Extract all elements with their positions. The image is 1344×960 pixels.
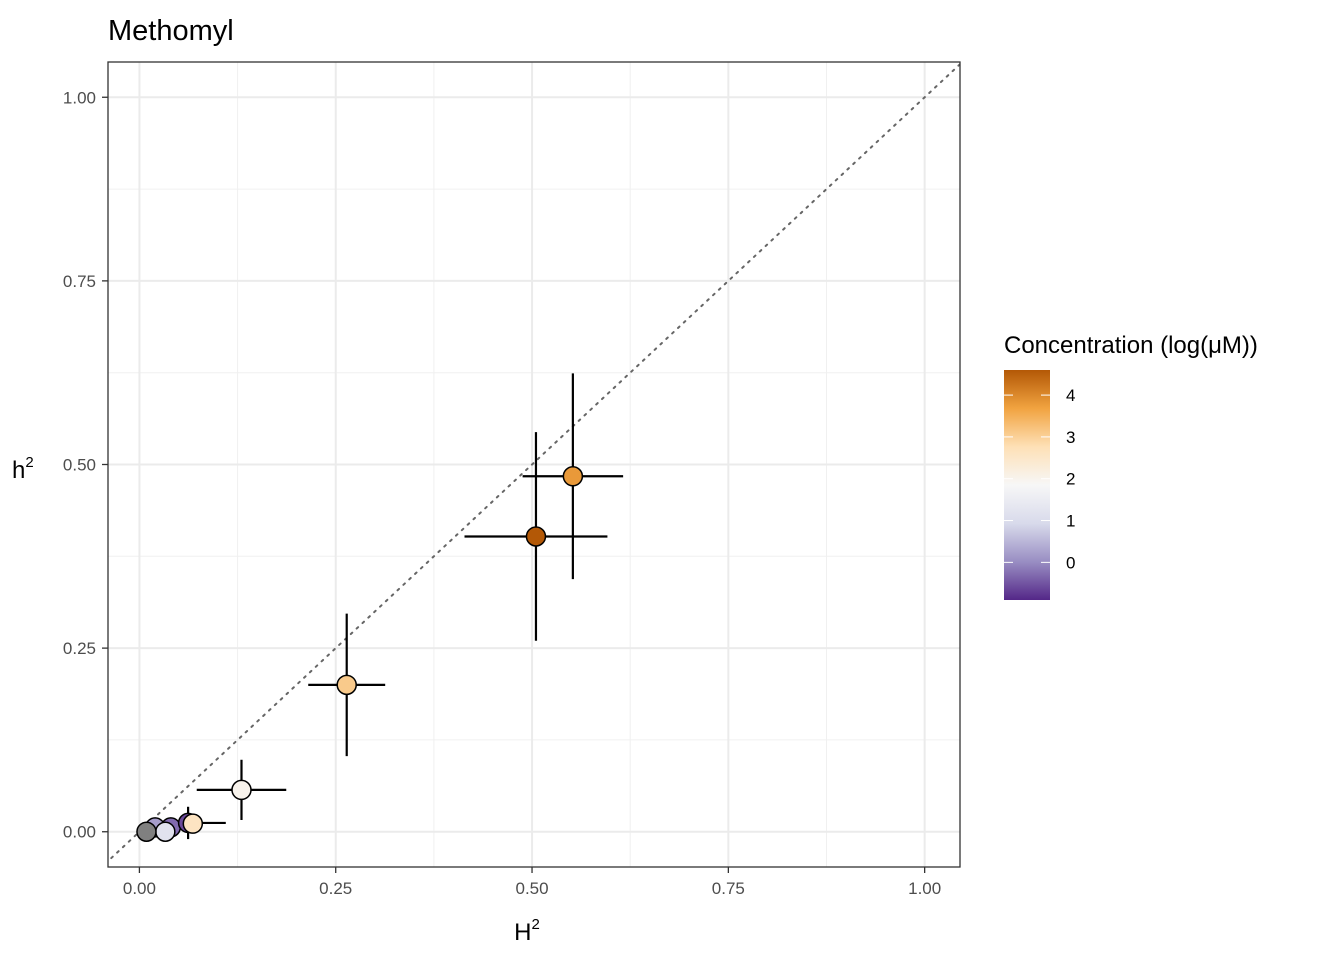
legend-title: Concentration (log(μM)) (1004, 332, 1258, 359)
y-tick-label: 1.00 (63, 88, 96, 107)
legend-tick-label: 1 (1066, 512, 1075, 531)
x-axis-title-sup: 2 (532, 916, 540, 933)
x-tick-label: 1.00 (908, 879, 941, 898)
legend-ticks: 0 1 2 3 4 (1004, 386, 1075, 572)
data-point (155, 821, 176, 842)
legend-tick-label: 4 (1066, 386, 1075, 405)
y-tick-label: 0.50 (63, 456, 96, 475)
data-point (336, 674, 357, 696)
data-point (136, 821, 157, 842)
data-point (231, 779, 252, 801)
y-axis: 0.00 0.25 0.50 0.75 1.00 (63, 88, 108, 842)
y-tick-label: 0.25 (63, 639, 96, 658)
legend-tick-label: 3 (1066, 428, 1075, 447)
data-point (562, 466, 584, 487)
data-point (182, 813, 204, 834)
data-point (525, 526, 547, 547)
x-tick-label: 0.25 (319, 879, 352, 898)
legend-colorbar (1004, 370, 1050, 600)
x-axis-title-base: H (514, 919, 531, 946)
x-tick-label: 0.00 (123, 879, 156, 898)
data-points (136, 466, 584, 842)
legend-tick-label: 0 (1066, 553, 1075, 572)
x-tick-label: 0.75 (712, 879, 745, 898)
y-tick-label: 0.75 (63, 272, 96, 291)
y-axis-title-sup: 2 (25, 454, 33, 471)
reference-line (108, 62, 960, 863)
chart-title: Methomyl (108, 15, 234, 47)
identity-reference-line (108, 62, 960, 863)
y-axis-title: h2 (12, 454, 34, 484)
x-tick-label: 0.50 (515, 879, 548, 898)
x-axis-title: H2 (514, 916, 540, 946)
y-axis-title-base: h (12, 457, 25, 484)
y-tick-label: 0.00 (63, 823, 96, 842)
legend-tick-label: 2 (1066, 470, 1075, 489)
x-axis: 0.00 0.25 0.50 0.75 1.00 (123, 867, 941, 898)
color-legend: Concentration (log(μM)) 0 1 2 3 4 (1004, 332, 1258, 600)
